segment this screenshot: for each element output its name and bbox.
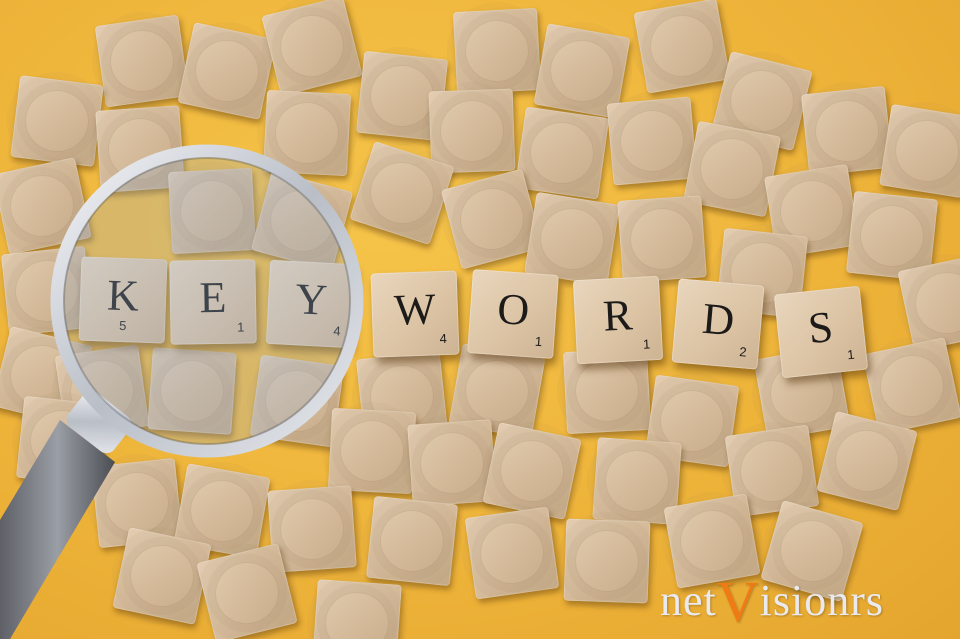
blank-tile bbox=[514, 106, 610, 200]
blank-tile bbox=[112, 527, 212, 625]
tile-score: 1 bbox=[237, 319, 245, 335]
blank-tile bbox=[327, 407, 417, 495]
letter-tile-o: O 1 bbox=[467, 269, 559, 359]
watermark-logo: netVisionrs bbox=[660, 562, 885, 634]
tile-score: 4 bbox=[439, 330, 448, 347]
blank-tile bbox=[312, 579, 402, 639]
tile-letter: W bbox=[393, 284, 437, 335]
blank-tile bbox=[365, 495, 459, 587]
blank-tile bbox=[0, 157, 92, 255]
blank-tile bbox=[250, 170, 354, 272]
blank-tile bbox=[452, 7, 542, 95]
blank-tile bbox=[262, 89, 352, 177]
blank-tile bbox=[897, 254, 960, 352]
blank-tile bbox=[606, 96, 698, 186]
letter-tile-k: K 5 bbox=[78, 256, 168, 344]
tile-score: 2 bbox=[738, 344, 748, 360]
tile-score: 1 bbox=[642, 336, 651, 352]
blank-tile bbox=[617, 195, 707, 283]
blank-tile bbox=[563, 518, 651, 604]
logo-suffix: isionrs bbox=[759, 576, 885, 625]
tile-letter: R bbox=[601, 290, 634, 341]
letter-tile-d: D 2 bbox=[671, 278, 765, 370]
blank-tile bbox=[633, 0, 731, 94]
tile-score: 1 bbox=[534, 333, 543, 350]
logo-prefix: net bbox=[660, 576, 717, 625]
tile-score: 5 bbox=[118, 317, 127, 334]
blank-tile bbox=[94, 14, 190, 108]
blank-tile bbox=[862, 337, 960, 435]
blank-tile bbox=[10, 75, 104, 167]
tile-letter: Y bbox=[294, 274, 329, 325]
tile-letter: D bbox=[700, 293, 737, 346]
blank-tile bbox=[464, 506, 560, 600]
blank-tile bbox=[428, 88, 516, 174]
tile-letter: K bbox=[106, 270, 140, 321]
letter-tile-r: R 1 bbox=[572, 275, 664, 365]
blank-tile bbox=[482, 422, 582, 520]
letter-tile-e: E 1 bbox=[169, 259, 257, 345]
blank-tile bbox=[800, 85, 894, 177]
tile-letter: E bbox=[199, 272, 227, 323]
blank-tile bbox=[261, 0, 363, 96]
letter-tile-w: W 4 bbox=[370, 270, 460, 358]
logo-v: V bbox=[716, 569, 760, 634]
blank-tile bbox=[524, 191, 620, 287]
letter-tile-y: Y 4 bbox=[265, 259, 357, 349]
tile-letter: O bbox=[495, 283, 531, 336]
blank-tile bbox=[177, 22, 277, 120]
blank-tile bbox=[147, 347, 237, 435]
tile-score: 4 bbox=[333, 323, 342, 339]
blank-tile bbox=[167, 167, 257, 255]
tile-score: 1 bbox=[846, 346, 856, 363]
blank-tile bbox=[879, 103, 960, 199]
letter-tile-s: S 1 bbox=[773, 285, 869, 379]
